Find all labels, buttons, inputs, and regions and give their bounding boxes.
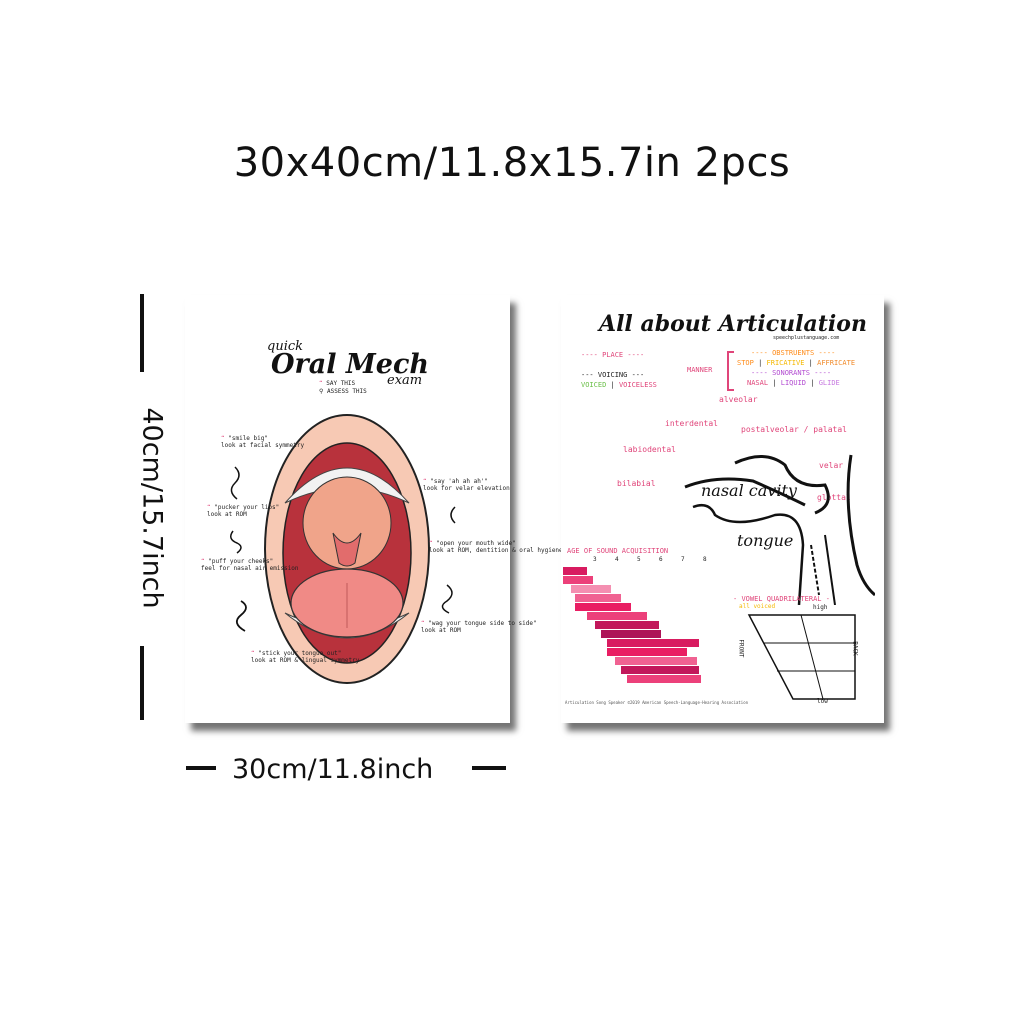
vowel-quadrilateral-diagram — [747, 614, 856, 700]
width-marker-left — [186, 766, 216, 770]
voicing-label: --- VOICING --- — [581, 371, 645, 379]
width-marker-right — [472, 766, 506, 770]
note-wag: ❝ "wag your tongue side to side" look at… — [421, 620, 537, 634]
site-url: speechplustanguage.com — [773, 335, 840, 341]
age-bar — [601, 630, 661, 638]
poster-oral-mech: quick Oral Mech exam ❝ SAY THIS ⚲ ASSESS… — [185, 295, 563, 723]
organ-tongue: tongue — [737, 531, 794, 550]
place-postalveolar: postalveolar / palatal — [741, 425, 847, 434]
age-bar — [607, 639, 699, 647]
poster-articulation: All about Articulation speechplustanguag… — [561, 295, 884, 723]
manner-label: MANNER — [687, 366, 713, 374]
note-tongue-out: ❝ "stick your tongue out" look at ROM & … — [251, 650, 360, 664]
age-chart-title: AGE OF SOUND ACQUISITION — [567, 547, 669, 555]
age-bar — [595, 621, 659, 629]
note-smile: ❝ "smile big" look at facial symmetry — [221, 435, 305, 449]
note-ah: ❝ "say 'ah ah ah'" look for velar elevat… — [423, 478, 510, 492]
age-bar — [575, 594, 621, 602]
sonorants-label: ---- SONORANTS ---- — [751, 369, 832, 377]
manner-bracket — [727, 351, 734, 391]
age-bar — [615, 657, 697, 665]
age-bar — [571, 585, 611, 593]
legend-assess: ⚲ ASSESS THIS — [319, 388, 367, 395]
footer-credit: Articulation Song Speaker ©2019 American… — [565, 700, 749, 705]
age-bar — [607, 648, 687, 656]
voicing-values: VOICED | VOICELESS — [581, 381, 657, 389]
place-bilabial: bilabial — [617, 479, 656, 488]
vowel-sub: all voiced — [739, 603, 776, 610]
vowel-high: high — [813, 604, 828, 611]
place-alveolar: alveolar — [719, 395, 758, 404]
age-chart-axis-ticks: 3 4 5 6 7 8 — [593, 556, 707, 563]
place-velar: velar — [819, 461, 844, 470]
vocal-tract-diagram — [684, 454, 875, 605]
place-labiodental: labiodental — [623, 445, 676, 454]
vowel-front: FRONT — [737, 639, 745, 658]
poster-title-small: quick — [267, 339, 304, 354]
poster-title-sub: exam — [387, 373, 423, 388]
quote-icon: ❝ — [319, 380, 323, 387]
legend-say: ❝ SAY THIS — [319, 380, 356, 387]
age-bar — [627, 675, 701, 683]
squiggle-arrow-icons — [230, 466, 456, 632]
age-chart-bars — [561, 567, 711, 687]
age-bar — [587, 612, 647, 620]
poster-title: All about Articulation — [599, 311, 867, 337]
obstruents-values: STOP | FRICATIVE | AFFRICATE — [737, 359, 856, 367]
poster-title-main: Oral Mech — [271, 349, 430, 380]
age-bar — [621, 666, 699, 674]
age-bar — [563, 567, 587, 575]
organ-nasal-cavity: nasal cavity — [701, 481, 797, 500]
vowel-low: low — [817, 698, 828, 705]
sonorants-values: NASAL | LIQUID | GLIDE — [747, 379, 840, 387]
width-label: 30cm/11.8inch — [232, 754, 434, 785]
magnifier-icon: ⚲ — [319, 388, 324, 395]
open-mouth-illustration — [264, 414, 430, 684]
listing-heading: 30x40cm/11.8x15.7in 2pcs — [233, 140, 791, 186]
note-open-wide: ❝ "open your mouth wide" look at ROM, de… — [429, 540, 563, 554]
note-pucker: ❝ "pucker your lips" look at ROM — [207, 504, 280, 518]
height-marker-top — [140, 294, 144, 372]
place-glottal: glottal — [817, 493, 851, 502]
place-label: ---- PLACE ---- — [581, 351, 645, 359]
obstruents-label: ---- OBSTRUENTS ---- — [751, 349, 836, 357]
place-interdental: interdental — [665, 419, 718, 428]
age-bar — [563, 576, 593, 584]
note-puff: ❝ "puff your cheeks" feel for nasal air … — [201, 558, 299, 572]
age-bar — [575, 603, 631, 611]
height-label: 40cm/15.7inch — [136, 407, 168, 609]
height-marker-bottom — [140, 646, 144, 720]
vowel-title: - VOWEL QUADRILATERAL - — [733, 595, 830, 603]
